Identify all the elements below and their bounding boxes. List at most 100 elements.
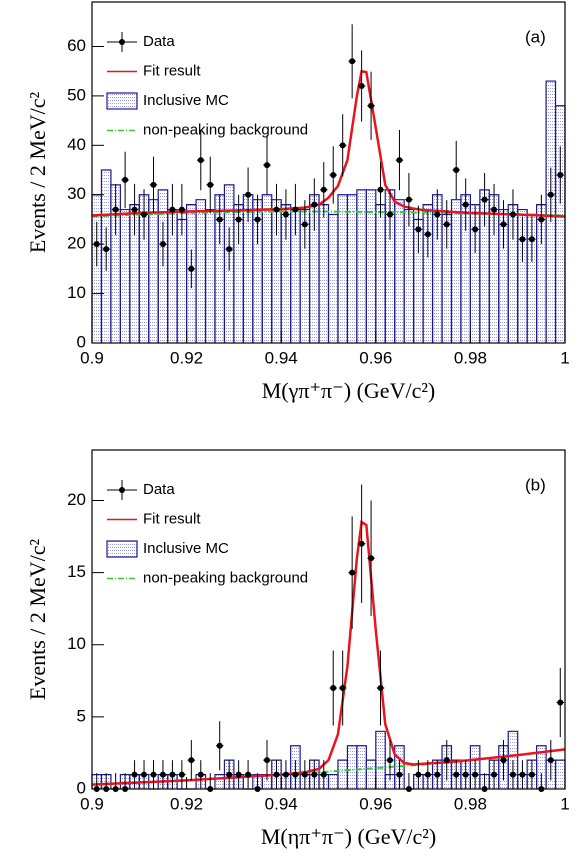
mc-bin (337, 759, 349, 789)
data-point (377, 186, 384, 193)
mc-bin (554, 105, 566, 343)
legend-label: Data (143, 33, 175, 50)
data-point (557, 171, 564, 178)
y-tick-label: 40 (67, 135, 86, 154)
data-point (434, 771, 441, 778)
data-point (538, 216, 545, 223)
data-point (368, 102, 375, 109)
y-tick-label: 60 (67, 36, 86, 55)
data-point (273, 771, 280, 778)
mc-bin (337, 194, 349, 343)
x-tick-label: 0.96 (359, 348, 392, 367)
data-point (424, 771, 431, 778)
data-point (264, 162, 271, 169)
data-point (330, 171, 337, 178)
x-axis-label: M(ηπ⁺π⁻) (GeV/c²) (261, 824, 436, 849)
legend-label: Inclusive MC (143, 540, 229, 557)
mc-bin (554, 759, 566, 789)
data-point (500, 221, 507, 228)
mc-bin (195, 199, 207, 343)
data-point (103, 246, 110, 253)
data-point (216, 216, 223, 223)
data-point (368, 555, 375, 562)
data-point (169, 771, 176, 778)
data-point (235, 216, 242, 223)
data-point (141, 211, 148, 218)
data-point (453, 167, 460, 174)
data-point (273, 206, 280, 213)
data-point (405, 196, 412, 203)
data-point (282, 211, 289, 218)
data-point (330, 685, 337, 692)
y-tick-label: 30 (67, 184, 86, 203)
data-point (396, 771, 403, 778)
panel-label: (a) (525, 27, 546, 46)
legend-marker (119, 39, 125, 45)
data-point (282, 771, 289, 778)
data-point (226, 246, 233, 253)
mc-bin (356, 745, 367, 789)
mc-bin (318, 204, 330, 343)
data-point (150, 771, 157, 778)
plot-frame (91, 1, 566, 344)
mc-bin (365, 759, 377, 789)
mc-bin (119, 208, 131, 343)
data-point (235, 771, 242, 778)
legend-label: non-peaking background (143, 569, 308, 586)
data-point (122, 176, 129, 183)
data-point (349, 569, 356, 576)
data-point (462, 771, 469, 778)
data-point (424, 231, 431, 238)
data-point (292, 206, 299, 213)
data-point (415, 771, 422, 778)
panel: 0.9 0.92 0.94 0.96 0.98 10102030405060M(γπ⁺π⁻… (25, 1, 570, 403)
mc-bin (346, 194, 358, 343)
data-point (472, 771, 479, 778)
data-point (500, 757, 507, 764)
background-curve (91, 210, 566, 218)
data-point (472, 226, 479, 233)
data-point (311, 771, 318, 778)
data-point (292, 771, 299, 778)
legend-label: Data (143, 481, 175, 498)
data-point (339, 142, 346, 149)
x-tick-label: 0.9 (80, 794, 104, 813)
y-tick-label: 10 (67, 283, 86, 302)
data-point (443, 221, 450, 228)
data-point (443, 757, 450, 764)
data-point (396, 157, 403, 164)
data-point (131, 206, 138, 213)
mc-bin (261, 194, 273, 343)
x-tick-label: 1 (560, 348, 569, 367)
data-point (377, 685, 384, 692)
data-point (519, 771, 526, 778)
mc-bin (204, 208, 216, 343)
data-point (509, 211, 516, 218)
y-axis-label: Events / 2 MeV/c² (25, 539, 50, 701)
y-tick-label: 10 (67, 634, 86, 653)
x-tick-label: 0.9 (80, 348, 104, 367)
data-point (519, 236, 526, 243)
data-point (301, 771, 308, 778)
x-tick-label: 0.98 (454, 794, 487, 813)
x-tick-label: 0.94 (265, 794, 298, 813)
data-point (453, 771, 460, 778)
legend-label: Fit result (143, 510, 201, 527)
data-point (197, 157, 204, 164)
data-point (188, 757, 195, 764)
mc-bin (327, 773, 339, 789)
data-point (254, 216, 261, 223)
legend-label: non-peaking background (143, 121, 308, 138)
x-tick-label: 1 (560, 794, 569, 813)
data-point (178, 206, 185, 213)
fit-curve (91, 520, 566, 786)
data-point (491, 206, 498, 213)
y-tick-label: 15 (67, 562, 86, 581)
mc-bin (450, 199, 462, 343)
legend-marker (106, 540, 138, 558)
y-tick-label: 0 (77, 332, 86, 351)
mc-bin (346, 745, 358, 789)
data-point (301, 221, 308, 228)
